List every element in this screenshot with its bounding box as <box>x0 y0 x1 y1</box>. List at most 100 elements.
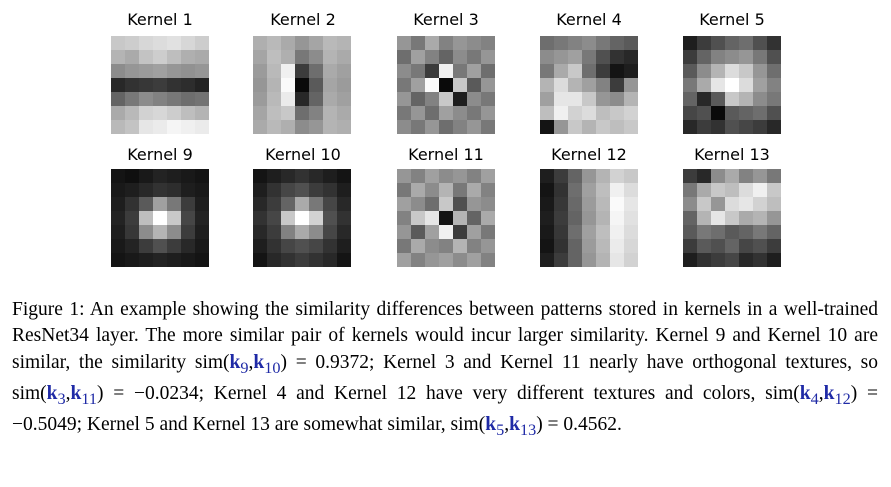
kernel-pixel <box>411 36 425 50</box>
kernel-pixel <box>111 253 125 267</box>
kernel-title: Kernel 13 <box>694 145 770 164</box>
kernel-pixel <box>167 253 181 267</box>
kernel-pixel <box>753 183 767 197</box>
kernel-pixel <box>540 211 554 225</box>
kernel-pixel <box>125 92 139 106</box>
kernel-pixel <box>453 78 467 92</box>
kernel-pixel <box>739 225 753 239</box>
kernel-pixel <box>139 106 153 120</box>
kernel-pixel <box>167 64 181 78</box>
kernel-pixel <box>739 92 753 106</box>
kernel-pixel <box>711 225 725 239</box>
kernel-pixel <box>397 50 411 64</box>
caption-text-1: Figure 1: An example showing the similar… <box>12 299 878 373</box>
kernel-pixel <box>111 64 125 78</box>
kernel-pixel <box>481 120 495 134</box>
kernel-pixel <box>195 253 209 267</box>
figure-caption: Figure 1: An example showing the similar… <box>12 299 878 440</box>
kernel-pixel <box>739 211 753 225</box>
kernel-pixel <box>295 106 309 120</box>
kernel-pixel <box>253 239 267 253</box>
kernel-pixel <box>397 197 411 211</box>
kernel-pixel <box>111 120 125 134</box>
kernel-pixel <box>195 64 209 78</box>
kernel-pixel <box>481 253 495 267</box>
kernel-pixel <box>267 106 281 120</box>
kernel-pixel <box>753 92 767 106</box>
kernel-pixel <box>153 50 167 64</box>
kernel-pixel <box>554 211 568 225</box>
caption-text-4: ) = −0.5049; Kernel 5 and Kernel 13 are … <box>12 383 878 436</box>
kernel-pixel <box>568 120 582 134</box>
kernel-pixel <box>439 211 453 225</box>
kernel-pixel <box>739 120 753 134</box>
kernel-pixel <box>253 120 267 134</box>
kernel-pixel <box>425 78 439 92</box>
kernel-pixel <box>711 36 725 50</box>
kernel-pixel <box>739 253 753 267</box>
kernel-pixel <box>739 239 753 253</box>
kernel-pixel <box>725 36 739 50</box>
kernel-pixel <box>725 120 739 134</box>
kernel-pixel <box>767 78 781 92</box>
kernel-pixel <box>253 64 267 78</box>
kernel-pixel <box>739 169 753 183</box>
kernel-pixel <box>467 36 481 50</box>
kernel-pixel <box>683 78 697 92</box>
kernel-pixel <box>181 106 195 120</box>
kernel-pixel <box>610 253 624 267</box>
vector-k: k <box>485 414 497 436</box>
vector-subscript: 3 <box>57 390 66 408</box>
kernel-pixel <box>582 36 596 50</box>
kernel-pixel <box>481 50 495 64</box>
kernel-pixel <box>181 197 195 211</box>
kernel-pixel <box>481 197 495 211</box>
kernel-pixel <box>139 169 153 183</box>
kernel-pixel <box>453 169 467 183</box>
kernel-pixel <box>624 64 638 78</box>
kernel-pixel <box>697 183 711 197</box>
kernel-pixel <box>624 50 638 64</box>
kernel-pixel <box>596 50 610 64</box>
kernel-pixel <box>337 225 351 239</box>
kernel-title: Kernel 12 <box>551 145 627 164</box>
kernel-pixel <box>739 183 753 197</box>
kernel-image <box>253 169 351 267</box>
kernel-pixel <box>453 92 467 106</box>
kernel-pixel <box>467 253 481 267</box>
kernel-pixel <box>267 183 281 197</box>
kernel-pixel <box>683 225 697 239</box>
kernel-pixel <box>281 106 295 120</box>
kernel-pixel <box>309 120 323 134</box>
kernel-pixel <box>295 169 309 183</box>
kernel-pixel <box>767 239 781 253</box>
kernel-pixel <box>281 50 295 64</box>
kernel-pixel <box>167 120 181 134</box>
kernel-pixel <box>281 169 295 183</box>
kernel-pixel <box>295 50 309 64</box>
kernel-pixel <box>167 239 181 253</box>
kernel-pixel <box>711 239 725 253</box>
kernel-pixel <box>467 92 481 106</box>
kernel-pixel <box>411 239 425 253</box>
kernel-pixel <box>683 120 697 134</box>
kernel-pixel <box>568 64 582 78</box>
kernel-pixel <box>439 64 453 78</box>
kernel-pixel <box>281 239 295 253</box>
kernel-pixel <box>253 50 267 64</box>
kernel-pixel <box>540 225 554 239</box>
kernel-pixel <box>411 106 425 120</box>
kernel-pixel <box>111 169 125 183</box>
kernel-pixel <box>753 106 767 120</box>
kernel-pixel <box>582 197 596 211</box>
kernel-pixel <box>281 78 295 92</box>
kernel-pixel <box>697 50 711 64</box>
kernel-pixel <box>683 106 697 120</box>
kernel-pixel <box>253 36 267 50</box>
vector-k: k <box>253 351 265 373</box>
kernel-pixel <box>181 120 195 134</box>
kernel-pixel <box>195 197 209 211</box>
kernel-pixel <box>481 225 495 239</box>
kernel-pixel <box>481 36 495 50</box>
kernel-pixel <box>439 106 453 120</box>
